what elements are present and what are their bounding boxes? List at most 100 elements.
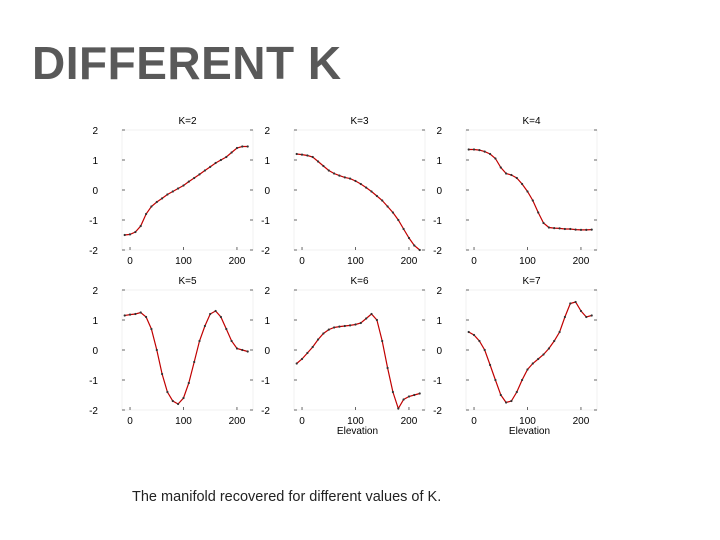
data-point (510, 399, 513, 403)
data-point (225, 327, 228, 331)
data-point (499, 166, 502, 169)
plot-frame (293, 289, 426, 411)
data-point (510, 173, 513, 177)
data-point (327, 169, 330, 172)
data-point (193, 360, 196, 364)
series-line (124, 145, 248, 236)
y-tick-label: 2 (264, 126, 270, 137)
y-tick-label: 1 (264, 156, 270, 167)
data-point (499, 393, 502, 397)
x-tick-label: 200 (401, 416, 418, 427)
subplot-title: K=2 (178, 116, 197, 127)
data-point (317, 160, 320, 163)
data-point (214, 309, 217, 313)
data-point (333, 326, 336, 329)
data-point (246, 145, 249, 148)
data-point (402, 398, 405, 401)
data-point (526, 368, 529, 371)
data-point (472, 333, 476, 337)
x-tick-label: 0 (471, 416, 477, 427)
subplot-title: K=3 (350, 116, 369, 127)
x-axis-label: Elevation (509, 426, 550, 437)
data-point (166, 390, 169, 394)
x-tick-label: 100 (175, 416, 192, 427)
series-line (468, 148, 592, 231)
x-tick-label: 200 (229, 256, 246, 267)
subplot-title: K=7 (522, 276, 541, 287)
data-point (235, 146, 239, 150)
plot-frame (121, 289, 254, 411)
data-point (311, 345, 314, 349)
y-tick-label: 1 (264, 316, 270, 327)
x-tick-label: 0 (299, 416, 305, 427)
data-point (338, 325, 341, 328)
data-point (418, 248, 421, 252)
y-tick-label: -1 (433, 376, 442, 387)
data-point (521, 378, 524, 382)
data-point (413, 244, 416, 247)
data-point (306, 351, 309, 355)
data-point (547, 226, 551, 229)
data-point (193, 176, 196, 180)
data-point (590, 228, 593, 231)
data-point (161, 197, 164, 200)
data-point (467, 148, 470, 151)
subplot-k3: K=3 2 1 0 -1 -2 0 100 200 (261, 116, 426, 267)
data-point (209, 312, 212, 316)
data-point (145, 315, 148, 319)
data-point (489, 152, 492, 156)
x-tick-label: 100 (347, 256, 364, 267)
data-point (558, 227, 561, 230)
y-tick-label: 2 (436, 286, 442, 297)
data-point (407, 236, 411, 240)
data-point (150, 205, 153, 208)
data-point (472, 148, 476, 151)
data-point (198, 173, 201, 176)
x-axis-label: Elevation (337, 426, 378, 437)
data-point (397, 218, 400, 222)
data-point (386, 205, 389, 208)
data-point (203, 324, 206, 328)
data-point (579, 228, 583, 231)
data-point (375, 318, 378, 322)
y-tick-label: 0 (92, 186, 98, 197)
data-point (585, 315, 588, 319)
data-point (343, 176, 346, 179)
data-point (381, 199, 384, 202)
data-point (537, 211, 540, 214)
data-point (547, 347, 551, 350)
data-point (574, 228, 577, 231)
x-tick-label: 100 (519, 256, 536, 267)
y-tick-label: 0 (436, 186, 442, 197)
y-tick-label: -2 (89, 406, 98, 417)
data-point (295, 152, 298, 156)
data-point (182, 396, 185, 400)
data-point (300, 153, 304, 156)
series-line (468, 301, 592, 404)
y-tick-label: -1 (261, 376, 270, 387)
data-point (177, 187, 180, 190)
x-tick-label: 200 (401, 256, 418, 267)
y-tick-label: -2 (433, 406, 442, 417)
x-tick-label: 0 (127, 416, 133, 427)
subplot-k7: K=7 2 1 0 -1 -2 0 100 200 Elevation (433, 276, 598, 437)
y-tick-label: 2 (92, 286, 98, 297)
y-tick-label: -2 (261, 246, 270, 257)
data-point (123, 314, 126, 317)
y-tick-label: -1 (261, 216, 270, 227)
data-point (225, 155, 228, 159)
series-line (296, 153, 421, 251)
data-point (359, 182, 362, 186)
data-point (343, 324, 346, 328)
data-point (155, 348, 158, 352)
subplot-k5: K=5 2 1 0 -1 -2 0 100 200 (89, 276, 254, 427)
data-point (219, 315, 222, 319)
data-point (585, 228, 588, 231)
x-tick-label: 100 (347, 416, 364, 427)
y-tick-label: -2 (89, 246, 98, 257)
data-point (166, 193, 169, 196)
data-point (171, 190, 174, 193)
data-point (521, 182, 524, 186)
data-point (219, 158, 222, 162)
